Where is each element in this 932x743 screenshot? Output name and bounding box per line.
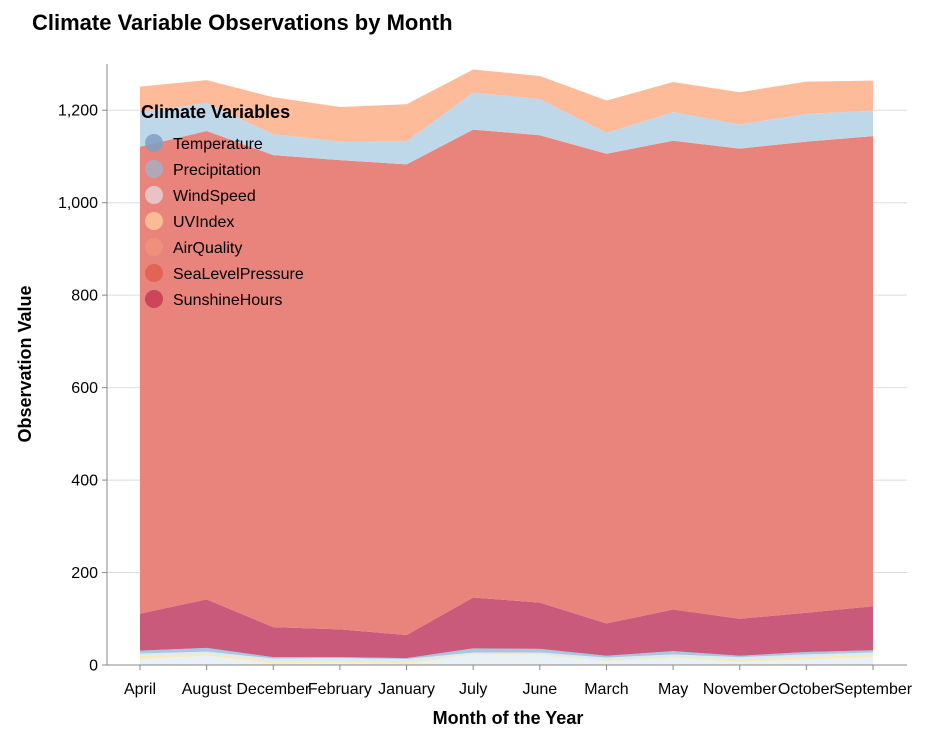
legend-label-windspeed: WindSpeed (173, 188, 256, 205)
area-windspeed (140, 651, 873, 663)
area-series-8 (140, 69, 873, 142)
legend-swatch-airquality (145, 238, 163, 256)
y-tick-label: 600 (71, 380, 98, 397)
area-precipitation (140, 653, 873, 665)
area-series (140, 69, 873, 665)
y-tick-label: 1,000 (58, 195, 98, 212)
x-tick-label-june: June (522, 681, 557, 698)
axes (106, 64, 907, 666)
legend-title: Climate Variables (141, 102, 290, 122)
x-tick-label-may: May (658, 681, 688, 698)
y-tick-label: 400 (71, 473, 98, 490)
area-sunshinehours (140, 92, 873, 165)
y-tick-label: 200 (71, 565, 98, 582)
x-tick-label-september: September (834, 681, 913, 698)
x-tick-label-april: April (124, 681, 156, 698)
legend-label-precipitation: Precipitation (173, 162, 261, 179)
y-tick-label: 1,200 (58, 103, 98, 120)
legend: Climate Variables Temperature Precipitati… (141, 102, 304, 309)
area-uvindex (140, 647, 873, 659)
legend-label-temperature: Temperature (173, 136, 263, 153)
legend-label-sunshinehours: SunshineHours (173, 292, 282, 309)
x-axis-title: Month of the Year (433, 708, 584, 728)
x-tick-label-march: March (584, 681, 628, 698)
legend-swatch-sealevelpressure (145, 264, 163, 282)
chart-title: Climate Variable Observations by Month (32, 10, 453, 35)
x-tick-label-november: November (703, 681, 777, 698)
area-airquality (140, 597, 873, 659)
legend-label-sealevelpressure: SeaLevelPressure (173, 266, 304, 283)
y-axis-title: Observation Value (15, 285, 35, 442)
y-tick-label: 800 (71, 288, 98, 305)
x-tick-label-january: January (378, 681, 435, 698)
legend-swatch-temperature (145, 134, 163, 152)
y-tick-label: 0 (89, 658, 98, 675)
x-tick-label-october: October (778, 681, 836, 698)
x-tick-label-february: February (308, 681, 372, 698)
legend-label-uvindex: UVIndex (173, 214, 234, 231)
legend-swatch-uvindex (145, 212, 163, 230)
y-axis-ticks: 0 200 400 600 800 1,000 1,200 (58, 103, 107, 675)
legend-swatch-precipitation (145, 160, 163, 178)
x-tick-label-december: December (236, 681, 310, 698)
legend-swatch-sunshinehours (145, 290, 163, 308)
legend-label-airquality: AirQuality (173, 240, 242, 257)
legend-swatch-windspeed (145, 186, 163, 204)
area-temperature (140, 654, 873, 665)
x-tick-label-august: August (182, 681, 232, 698)
area-sealevelpressure (140, 129, 873, 635)
x-tick-label-july: July (459, 681, 487, 698)
